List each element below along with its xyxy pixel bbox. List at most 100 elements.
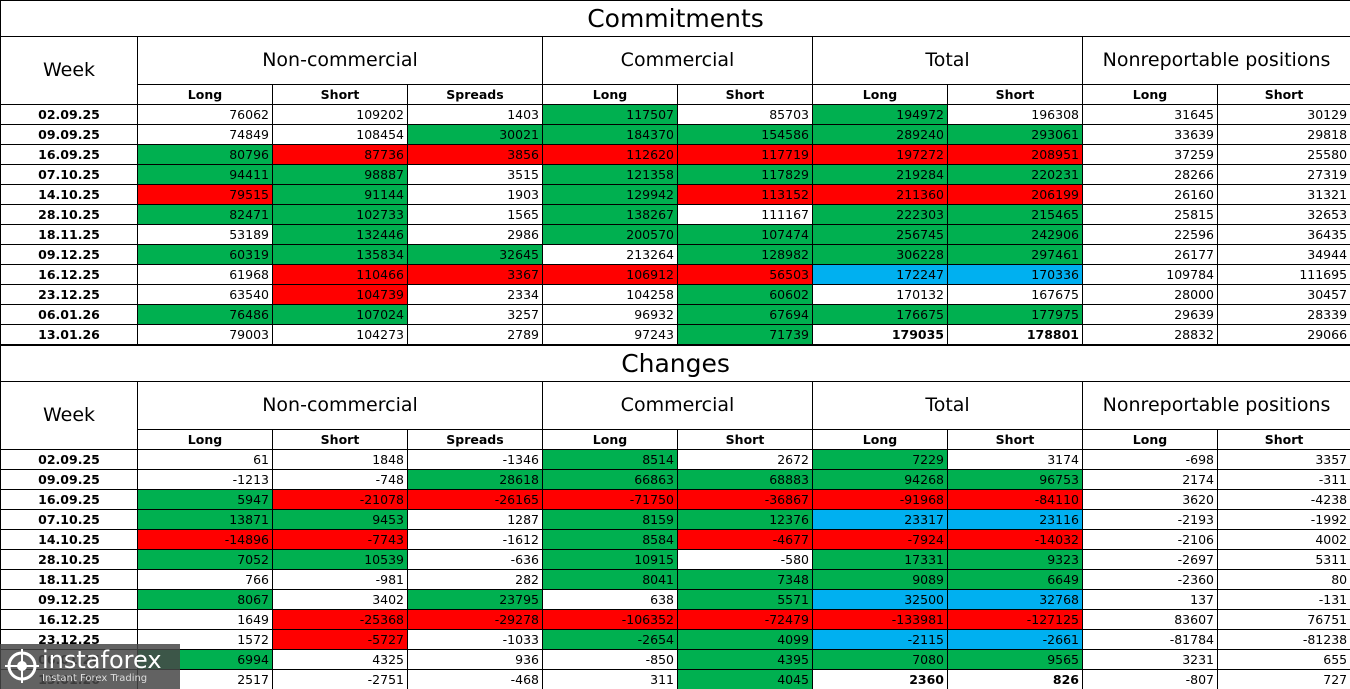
- data-row: 13.01.26 79003 104273 2789 97243 71739 179035 1…: [0, 324, 1350, 345]
- week-cell: 28.10.25: [0, 204, 138, 225]
- value-cell: 289240: [812, 124, 948, 145]
- subheader: Long: [812, 429, 948, 450]
- value-cell: 1403: [407, 104, 543, 125]
- value-cell: 9565: [947, 649, 1083, 670]
- value-cell: 109784: [1082, 264, 1218, 285]
- value-cell: 121358: [542, 164, 678, 185]
- value-cell: 2789: [407, 324, 543, 345]
- value-cell: 71739: [677, 324, 813, 345]
- subheader: Long: [812, 84, 948, 105]
- value-cell: -2654: [542, 629, 678, 650]
- value-cell: 29818: [1216, 124, 1350, 145]
- value-cell: 132446: [272, 224, 408, 245]
- value-cell: 4325: [272, 649, 408, 670]
- value-cell: -2751: [272, 669, 408, 689]
- value-cell: 655: [1216, 649, 1350, 670]
- value-cell: 29639: [1082, 304, 1218, 325]
- value-cell: -2697: [1082, 549, 1218, 570]
- value-cell: 282: [407, 569, 543, 590]
- data-row: 18.11.25 53189 132446 2986 200570 107474 25674…: [0, 224, 1350, 245]
- value-cell: 4395: [677, 649, 813, 670]
- group-header: Nonreportable positions: [1081, 36, 1350, 85]
- subheader-row: Long Short Spreads Long Short Long Short Long Sh…: [1, 84, 1350, 105]
- week-cell: 09.09.25: [0, 124, 138, 145]
- value-cell: 94411: [137, 164, 273, 185]
- value-cell: 1287: [407, 509, 543, 530]
- value-cell: 76751: [1216, 609, 1350, 630]
- value-cell: 3257: [407, 304, 543, 325]
- value-cell: 61968: [137, 264, 273, 285]
- value-cell: -748: [272, 469, 408, 490]
- value-cell: 79003: [137, 324, 273, 345]
- value-cell: -2106: [1082, 529, 1218, 550]
- value-cell: 60602: [677, 284, 813, 305]
- value-cell: 117719: [677, 144, 813, 165]
- data-row: 18.11.25 766 -981 282 8041 7348 9089 6649 -2360 8…: [0, 569, 1350, 590]
- value-cell: 12376: [677, 509, 813, 530]
- table-body: Commitments Week Non-commercial Commercial T…: [0, 0, 1350, 345]
- value-cell: -21078: [272, 489, 408, 510]
- week-cell: 09.12.25: [0, 244, 138, 265]
- table-title: Commitments: [0, 0, 1350, 37]
- value-cell: 8159: [542, 509, 678, 530]
- value-cell: 215465: [947, 204, 1083, 225]
- value-cell: 4002: [1216, 529, 1350, 550]
- table: Commitments Week Non-commercial Commercial T…: [0, 0, 1350, 345]
- value-cell: 117829: [677, 164, 813, 185]
- value-cell: 67694: [677, 304, 813, 325]
- value-cell: 32500: [812, 589, 948, 610]
- week-cell: 07.10.25: [0, 509, 138, 530]
- value-cell: 2672: [677, 449, 813, 470]
- subheader: Short: [1216, 429, 1350, 450]
- value-cell: 3402: [272, 589, 408, 610]
- value-cell: -981: [272, 569, 408, 590]
- value-cell: 87736: [272, 144, 408, 165]
- week-cell: 18.11.25: [0, 569, 138, 590]
- value-cell: 85703: [677, 104, 813, 125]
- value-cell: 106912: [542, 264, 678, 285]
- value-cell: 17331: [812, 549, 948, 570]
- value-cell: 113152: [677, 184, 813, 205]
- data-row: 06.01.2669944325936-85043957080956532316…: [0, 649, 1350, 670]
- data-row: 06.01.26 76486 107024 3257 96932 67694 176675 1…: [0, 304, 1350, 325]
- value-cell: 4099: [677, 629, 813, 650]
- value-cell: 30021: [407, 124, 543, 145]
- value-cell: 68883: [677, 469, 813, 490]
- title-row: Commitments: [0, 0, 1350, 37]
- value-cell: 97243: [542, 324, 678, 345]
- week-cell: 02.09.25: [0, 104, 138, 125]
- value-cell: 23795: [407, 589, 543, 610]
- value-cell: 7052: [137, 549, 273, 570]
- value-cell: 9089: [812, 569, 948, 590]
- title-row: Changes: [0, 345, 1350, 382]
- data-row: 16.12.25 1649 -25368 -29278 -106352 -72479 -13…: [0, 609, 1350, 630]
- value-cell: 74849: [137, 124, 273, 145]
- watermark-brand: instaforex: [42, 646, 162, 674]
- table-body: Changes Week Non-commercial Commercial Total…: [0, 345, 1350, 689]
- subheader: Long: [1082, 84, 1218, 105]
- value-cell: 108454: [272, 124, 408, 145]
- value-cell: -91968: [812, 489, 948, 510]
- value-cell: 179035: [812, 324, 948, 345]
- value-cell: 79515: [137, 184, 273, 205]
- value-cell: 184370: [542, 124, 678, 145]
- value-cell: -81238: [1216, 629, 1350, 650]
- value-cell: 76062: [137, 104, 273, 125]
- value-cell: 34944: [1216, 244, 1350, 265]
- value-cell: 9323: [947, 549, 1083, 570]
- week-cell: 14.10.25: [0, 529, 138, 550]
- value-cell: 76486: [137, 304, 273, 325]
- subheader: Short: [677, 429, 813, 450]
- value-cell: 104258: [542, 284, 678, 305]
- subheader: Short: [947, 429, 1083, 450]
- subheader: Long: [1082, 429, 1218, 450]
- value-cell: 83607: [1082, 609, 1218, 630]
- value-cell: 10915: [542, 549, 678, 570]
- value-cell: 25580: [1216, 144, 1350, 165]
- data-row: 16.12.25 61968 110466 3367 106912 56503 172247…: [0, 264, 1350, 285]
- subheader: Short: [272, 84, 408, 105]
- value-cell: 6649: [947, 569, 1083, 590]
- value-cell: 172247: [812, 264, 948, 285]
- subheader: Short: [1216, 84, 1350, 105]
- subheader: Long: [137, 429, 273, 450]
